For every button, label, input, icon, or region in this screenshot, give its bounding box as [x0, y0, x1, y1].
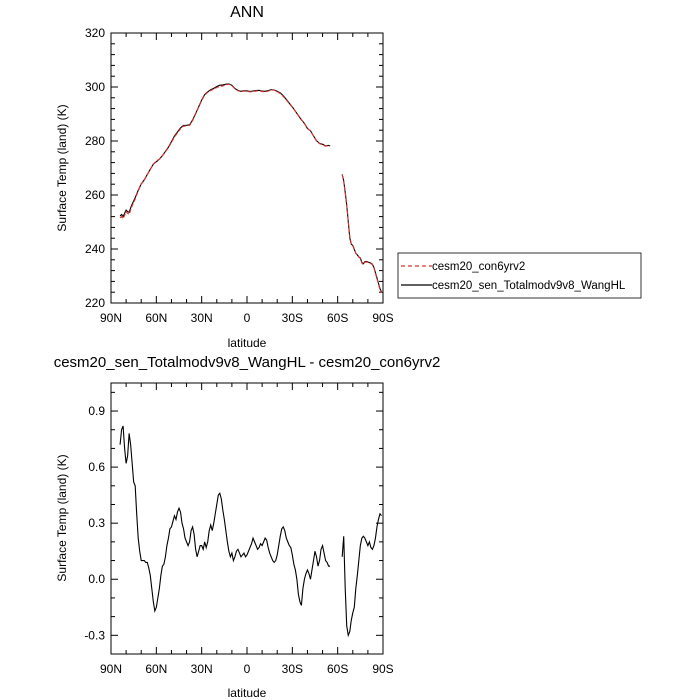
bottom-chart-panel: cesm20_sen_Totalmodv9v8_WangHL - cesm20_…	[54, 354, 441, 700]
bottom-y-axis-label: Surface Temp (land) (K)	[55, 454, 69, 581]
top-x-tick-label: 30S	[282, 311, 303, 325]
series-line-difference	[341, 512, 382, 638]
bottom-x-tick-label: 90N	[100, 662, 122, 676]
bottom-x-tick-label: 30S	[282, 662, 303, 676]
top-x-axis-label: latitude	[228, 336, 267, 350]
bottom-x-tick-label: 60S	[327, 662, 348, 676]
top-x-tick-label: 90S	[372, 311, 393, 325]
bottom-series-lines	[119, 425, 382, 638]
bottom-y-tick-label: 0.6	[88, 460, 105, 474]
legend-box	[397, 252, 642, 299]
series-line-control	[119, 83, 331, 220]
top-x-tick-label: 30N	[191, 311, 213, 325]
top-x-tick-label: 60S	[327, 311, 348, 325]
series-line-difference	[119, 425, 331, 614]
bottom-y-tick-label: 0.9	[88, 404, 105, 418]
legend-label-control: cesm20_con6yrv2	[432, 261, 525, 273]
bottom-y-tick-label: 0.3	[88, 516, 105, 530]
bottom-y-tick-label: 0.0	[88, 572, 105, 586]
bottom-chart-title: cesm20_sen_Totalmodv9v8_WangHL - cesm20_…	[54, 354, 441, 371]
bottom-x-tick-label: 30N	[191, 662, 213, 676]
top-y-tick-label: 300	[85, 80, 105, 94]
bottom-plot-frame	[110, 382, 384, 655]
top-x-tick-label: 0	[244, 311, 251, 325]
top-y-tick-label: 260	[85, 188, 105, 202]
top-axes-ticks: 90N 60N 30N 0 30S 60S 90S 220 240 260 280 300 320	[85, 26, 394, 325]
top-x-tick-label: 60N	[145, 311, 167, 325]
top-chart-title: ANN	[230, 4, 264, 21]
bottom-x-axis-label: latitude	[228, 686, 267, 700]
top-series-lines	[119, 83, 382, 293]
legend-label-sensitivity: cesm20_sen_Totalmodv9v8_WangHL	[432, 280, 626, 292]
bottom-x-tick-label: 60N	[145, 662, 167, 676]
bottom-x-tick-label: 90S	[372, 662, 393, 676]
top-y-tick-label: 280	[85, 134, 105, 148]
bottom-x-tick-label: 0	[244, 662, 251, 676]
top-y-axis-label: Surface Temp (land) (K)	[55, 104, 69, 231]
series-line-control	[341, 174, 382, 293]
bottom-axes-ticks: 90N 60N 30N 0 30S 60S 90S -0.3 0.0 0.3 0.6 0.9	[84, 383, 394, 676]
bottom-y-tick-label: -0.3	[84, 628, 105, 642]
legend: cesm20_con6yrv2 cesm20_sen_Totalmodv9v8_…	[397, 252, 642, 299]
top-chart-panel: ANN 90N 60N 30N 0 30S 60S 90S 220 240 260 280 300 32…	[55, 4, 394, 350]
top-x-tick-label: 90N	[100, 311, 122, 325]
series-line-sensitivity	[119, 83, 331, 218]
top-y-tick-label: 320	[85, 26, 105, 40]
top-y-tick-label: 240	[85, 242, 105, 256]
top-plot-frame	[110, 32, 384, 304]
top-y-tick-label: 220	[85, 296, 105, 310]
